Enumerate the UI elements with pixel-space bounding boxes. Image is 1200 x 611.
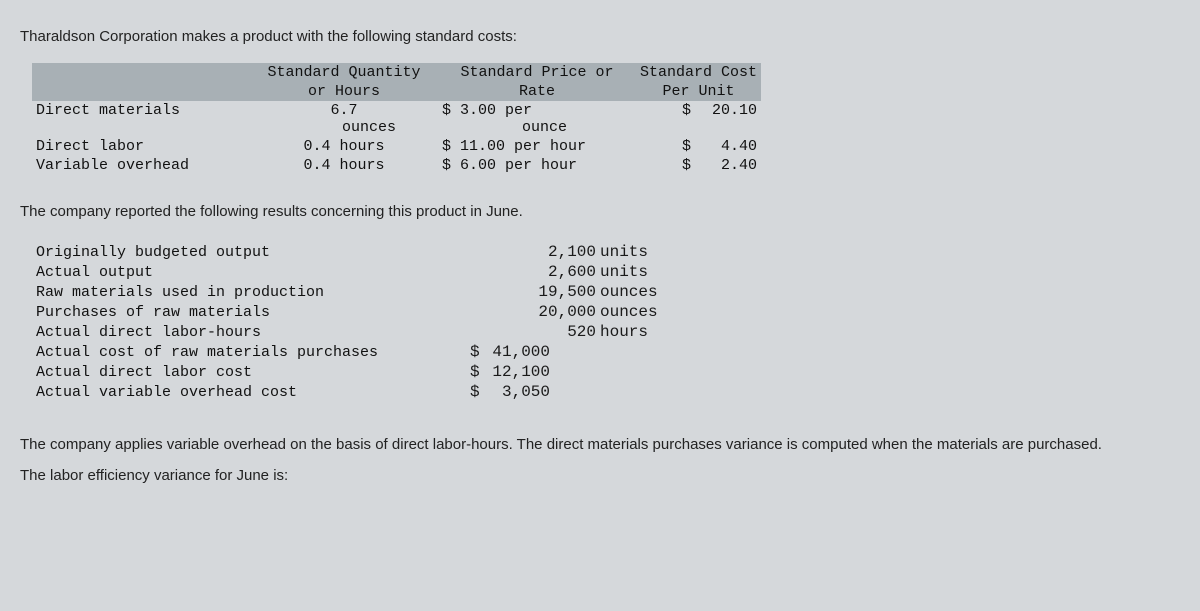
result-label: Raw materials used in production [32,282,440,302]
value-unit: ounces [596,283,670,301]
table-row: Actual cost of raw materials purchases $… [32,342,674,362]
value-money: 41,000 [490,343,550,361]
cost-amount: 2.40 [702,157,757,174]
cost-amount: 20.10 [702,102,757,119]
row-qty: 6.7 ounces [250,101,438,137]
result-value: 20,000ounces [440,302,674,322]
value-number: 19,500 [516,283,596,301]
th-blank [32,63,250,82]
th-blank2 [32,82,250,101]
table-row: Variable overhead 0.4 hours $ 6.00 per h… [32,156,761,175]
qty-sub: ounces [254,119,434,136]
table-row: Raw materials used in production 19,500o… [32,282,674,302]
th-rate-1: Standard Price or [438,63,636,82]
result-value: 520hours [440,322,674,342]
result-label: Actual variable overhead cost [32,382,440,402]
row-label: Direct materials [32,101,250,137]
row-cost: $4.40 [636,137,761,156]
table-row: Actual direct labor cost $12,100 [32,362,674,382]
footer-text-1: The company applies variable overhead on… [20,436,1180,453]
value-unit: hours [596,323,670,341]
table-row: Actual direct labor-hours 520hours [32,322,674,342]
table-row: Originally budgeted output 2,100units [32,242,674,262]
value-number: 2,100 [516,243,596,261]
footer-text-2: The labor efficiency variance for June i… [20,467,1180,484]
value-unit: ounces [596,303,670,321]
value-dollar: $ [470,343,490,361]
cost-dollar: $ [682,157,702,174]
rate-main: $ 3.00 per [442,102,532,119]
cost-dollar: $ [682,138,702,155]
result-label: Actual cost of raw materials purchases [32,342,440,362]
results-table: Originally budgeted output 2,100units Ac… [32,242,674,402]
th-cost-2: Per Unit [636,82,761,101]
standard-costs-table: Standard Quantity Standard Price or Stan… [32,63,761,175]
result-label: Actual direct labor-hours [32,322,440,342]
value-unit: units [596,243,670,261]
row-cost: $20.10 [636,101,761,137]
row-label: Direct labor [32,137,250,156]
table-row: Direct labor 0.4 hours $ 11.00 per hour … [32,137,761,156]
value-dollar: $ [470,383,490,401]
result-label: Originally budgeted output [32,242,440,262]
th-cost-1: Standard Cost [636,63,761,82]
rate-sub: ounce [442,119,632,136]
qty-main: 6.7 [330,102,357,119]
result-value: 2,600units [440,262,674,282]
row-rate: $ 3.00 per ounce [438,101,636,137]
row-label: Variable overhead [32,156,250,175]
intro-text: Tharaldson Corporation makes a product w… [20,28,1180,45]
table-row: Direct materials 6.7 ounces $ 3.00 per o… [32,101,761,137]
table-row: Purchases of raw materials 20,000ounces [32,302,674,322]
result-label: Purchases of raw materials [32,302,440,322]
result-value: $41,000 [440,342,674,362]
result-label: Actual direct labor cost [32,362,440,382]
result-value: $3,050 [440,382,674,402]
row-qty: 0.4 hours [250,137,438,156]
row-rate: $ 6.00 per hour [438,156,636,175]
result-value: $12,100 [440,362,674,382]
cost-dollar: $ [682,102,702,119]
result-value: 19,500ounces [440,282,674,302]
value-unit: units [596,263,670,281]
th-qty-2: or Hours [250,82,438,101]
cost-amount: 4.40 [702,138,757,155]
value-number: 520 [516,323,596,341]
th-rate-2: Rate [438,82,636,101]
table-row: Actual output 2,600units [32,262,674,282]
value-number: 2,600 [516,263,596,281]
value-money: 3,050 [490,383,550,401]
row-rate: $ 11.00 per hour [438,137,636,156]
value-number: 20,000 [516,303,596,321]
value-money: 12,100 [490,363,550,381]
th-qty-1: Standard Quantity [250,63,438,82]
value-dollar: $ [470,363,490,381]
row-cost: $2.40 [636,156,761,175]
mid-text: The company reported the following resul… [20,203,1180,220]
result-value: 2,100units [440,242,674,262]
row-qty: 0.4 hours [250,156,438,175]
result-label: Actual output [32,262,440,282]
table-row: Actual variable overhead cost $3,050 [32,382,674,402]
